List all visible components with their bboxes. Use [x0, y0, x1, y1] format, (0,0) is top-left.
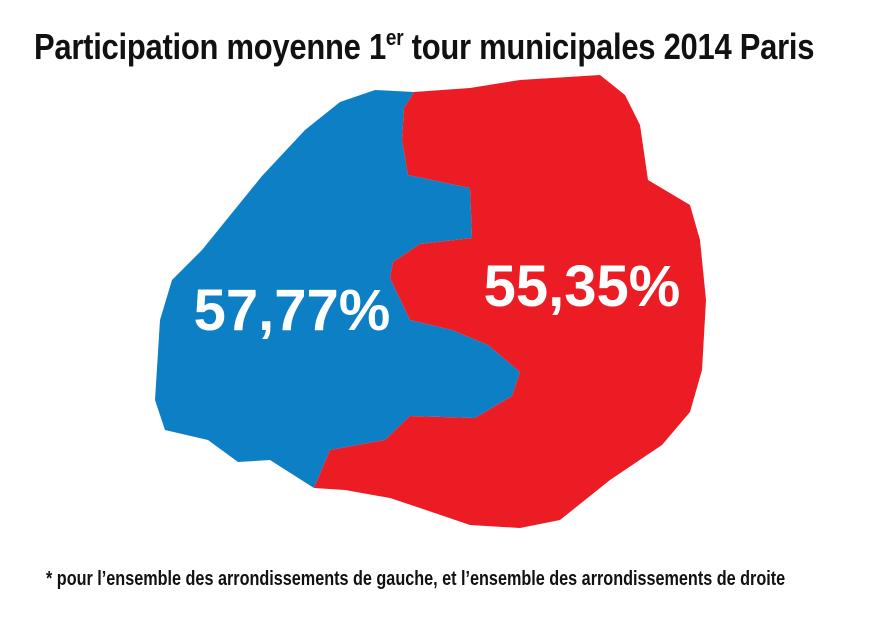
map-title: Participation moyenne 1er tour municipal…: [34, 22, 814, 72]
title-text-end: tour municipales 2014 Paris: [403, 26, 815, 67]
region-gauche: [155, 90, 520, 488]
title-text: Participation moyenne 1: [34, 26, 386, 67]
region-droite: [314, 75, 706, 528]
value-label-droite: 55,35%: [484, 254, 681, 319]
title-superscript: er: [385, 25, 404, 50]
value-label-gauche: 57,77%: [194, 278, 391, 343]
footnote: * pour l’ensemble des arrondissements de…: [46, 568, 786, 590]
